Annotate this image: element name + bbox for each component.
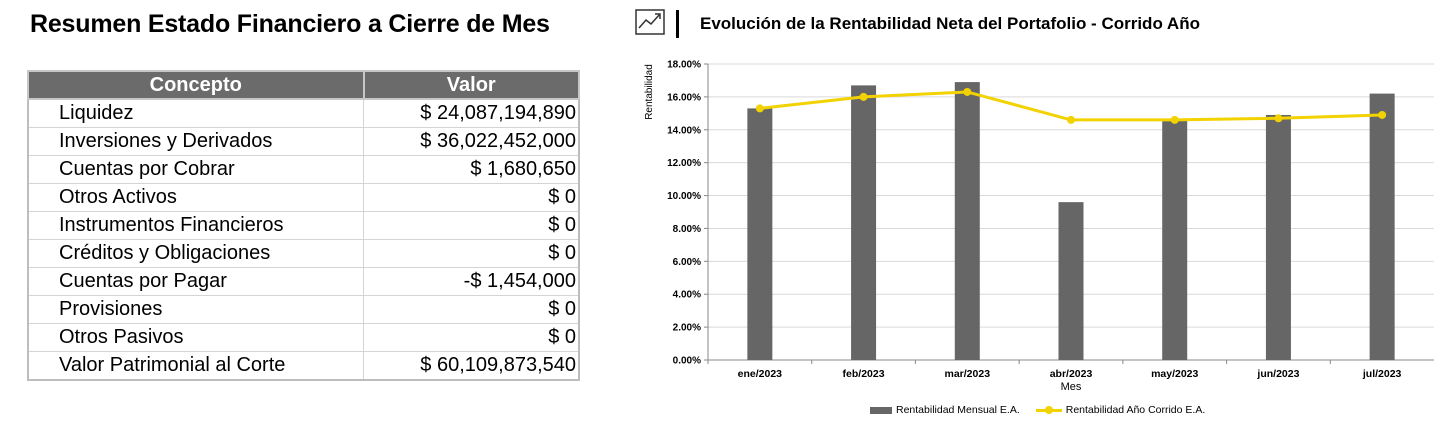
y-tick-label: 6.00%	[673, 257, 701, 268]
table-row: Provisiones $ 0	[27, 295, 580, 324]
row-value: $ 24,087,194,890	[363, 98, 580, 128]
table-row: Liquidez $ 24,087,194,890	[27, 98, 580, 128]
table-row: Otros Activos $ 0	[27, 183, 580, 212]
row-value: $ 36,022,452,000	[363, 127, 580, 156]
legend-swatch-line	[1035, 405, 1062, 414]
y-tick-label: 18.00%	[667, 60, 701, 71]
table-row: Cuentas por Cobrar $ 1,680,650	[27, 155, 580, 184]
y-tick-label: 0.00%	[673, 356, 701, 367]
row-concept: Valor Patrimonial al Corte	[27, 351, 364, 381]
table-row: Otros Pasivos $ 0	[27, 323, 580, 352]
row-value: $ 0	[363, 295, 580, 324]
point-may/2023	[1170, 115, 1179, 124]
row-concept: Liquidez	[27, 98, 364, 128]
bar-jun/2023	[1265, 114, 1291, 360]
legend-swatch-bar	[870, 406, 892, 414]
row-concept: Inversiones y Derivados	[27, 127, 364, 156]
trend-chart-icon	[634, 8, 668, 41]
legend-label-ytd: Rentabilidad Año Corrido E.A.	[1065, 404, 1206, 416]
point-feb/2023	[859, 92, 868, 101]
legend-item-monthly: Rentabilidad Mensual E.A.	[870, 404, 1020, 416]
y-tick-label: 2.00%	[673, 323, 701, 334]
x-tick-label: mar/2023	[945, 368, 991, 380]
y-tick-label: 10.00%	[667, 191, 701, 202]
y-tick-label: 8.00%	[673, 224, 701, 235]
x-tick-label: ene/2023	[738, 368, 783, 380]
row-value: $ 60,109,873,540	[363, 351, 580, 381]
bar-mar/2023	[954, 82, 980, 360]
row-concept: Créditos y Obligaciones	[27, 239, 364, 268]
legend-item-ytd: Rentabilidad Año Corrido E.A.	[1035, 404, 1206, 416]
table-row: Instrumentos Financieros $ 0	[27, 211, 580, 240]
y-axis-label: Rentabilidad	[644, 64, 655, 120]
row-value: $ 0	[363, 239, 580, 268]
row-concept: Otros Activos	[27, 183, 364, 212]
bar-abr/2023	[1058, 202, 1084, 360]
profitability-chart: 0.00% 2.00% 4.00% 6.00% 8.00% 10.00% 12.00% 14.…	[644, 60, 1434, 393]
bar-may/2023	[1162, 119, 1188, 361]
row-value: $ 0	[363, 183, 580, 212]
x-tick-label: feb/2023	[843, 368, 885, 380]
financial-summary-table: Concepto Valor Liquidez $ 24,087,194,890 I…	[27, 70, 580, 381]
table-row: Créditos y Obligaciones $ 0	[27, 239, 580, 268]
point-jul/2023	[1378, 110, 1387, 119]
bar-jul/2023	[1369, 93, 1395, 360]
x-tick-label: jul/2023	[1362, 368, 1402, 380]
y-tick-label: 14.00%	[667, 125, 701, 136]
chart-title: Evolución de la Rentabilidad Neta del Po…	[700, 14, 1200, 33]
row-value: $ 1,680,650	[363, 155, 580, 184]
title-separator	[676, 10, 679, 38]
legend-label-monthly: Rentabilidad Mensual E.A.	[896, 404, 1020, 416]
x-tick-label: jun/2023	[1256, 368, 1299, 380]
table-row: Valor Patrimonial al Corte $ 60,109,873,5…	[27, 351, 580, 381]
x-tick-label: may/2023	[1151, 368, 1198, 380]
point-jun/2023	[1274, 114, 1283, 123]
summary-title: Resumen Estado Financiero a Cierre de Me…	[30, 10, 550, 38]
row-value: $ 0	[363, 323, 580, 352]
row-concept: Cuentas por Cobrar	[27, 155, 364, 184]
point-ene/2023	[755, 104, 764, 113]
bar-feb/2023	[851, 85, 877, 360]
row-concept: Provisiones	[27, 295, 364, 324]
row-concept: Cuentas por Pagar	[27, 267, 364, 296]
y-tick-label: 12.00%	[667, 158, 701, 169]
point-abr/2023	[1067, 115, 1075, 124]
row-concept: Instrumentos Financieros	[27, 211, 364, 240]
row-value: $ 0	[363, 211, 580, 240]
x-tick-label: abr/2023	[1050, 368, 1093, 380]
row-value: -$ 1,454,000	[363, 267, 580, 296]
y-tick-label: 16.00%	[667, 92, 701, 103]
row-concept: Otros Pasivos	[27, 323, 364, 352]
column-header-value: Valor	[362, 70, 580, 100]
table-row: Cuentas por Pagar -$ 1,454,000	[27, 267, 580, 296]
chart-legend: Rentabilidad Mensual E.A. Rentabilidad A…	[870, 404, 1221, 416]
table-row: Inversiones y Derivados $ 36,022,452,000	[27, 127, 580, 156]
column-header-concept: Concepto	[27, 70, 365, 100]
point-mar/2023	[963, 87, 972, 96]
y-tick-label: 4.00%	[673, 290, 701, 301]
bar-ene/2023	[747, 108, 773, 361]
x-axis-label: Mes	[1061, 381, 1082, 393]
